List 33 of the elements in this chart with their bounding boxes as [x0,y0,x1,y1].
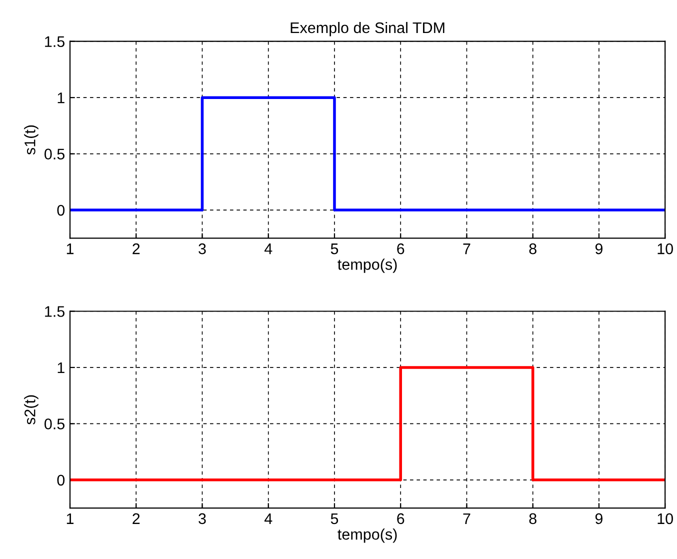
y-tick-label: 0 [57,474,65,486]
chart-title: Exemplo de Sinal TDM [290,22,444,36]
x-tick-label: 1 [66,513,74,524]
x-tick-label: 8 [529,513,536,524]
x-tick-label: 5 [330,244,338,254]
y-tick-label: 0 [57,204,65,216]
x-tick-label: 3 [198,243,206,254]
y-tick-label: 1 [58,92,64,104]
x-tick-label: 9 [595,243,602,254]
y-tick-label: 1.5 [45,306,64,317]
x-axis-title: tempo(s) [338,258,397,273]
y-tick-label: 1 [58,362,64,374]
y-tick-label: 0.5 [44,148,64,160]
y-axis-title: s2(t) [24,395,38,424]
x-tick-label: 4 [264,244,272,254]
y-axis-title: s1(t) [24,125,38,155]
x-tick-label: 5 [330,513,338,524]
x-tick-label: 4 [264,513,272,524]
x-tick-label: 9 [595,513,602,524]
x-tick-label: 3 [198,513,206,524]
y-tick-label: 0.5 [44,418,64,430]
x-tick-label: 2 [132,243,140,254]
x-tick-label: 7 [463,244,470,254]
x-tick-label: 10 [658,513,673,524]
x-tick-label: 6 [397,243,404,254]
x-axis-title: tempo(s) [338,528,397,543]
x-tick-label: 10 [658,243,673,254]
x-tick-label: 2 [132,513,140,524]
x-tick-label: 1 [66,244,74,254]
x-tick-label: 7 [463,513,470,524]
y-tick-label: 1.5 [45,36,64,48]
x-tick-label: 6 [397,513,404,524]
x-tick-label: 8 [529,243,536,254]
